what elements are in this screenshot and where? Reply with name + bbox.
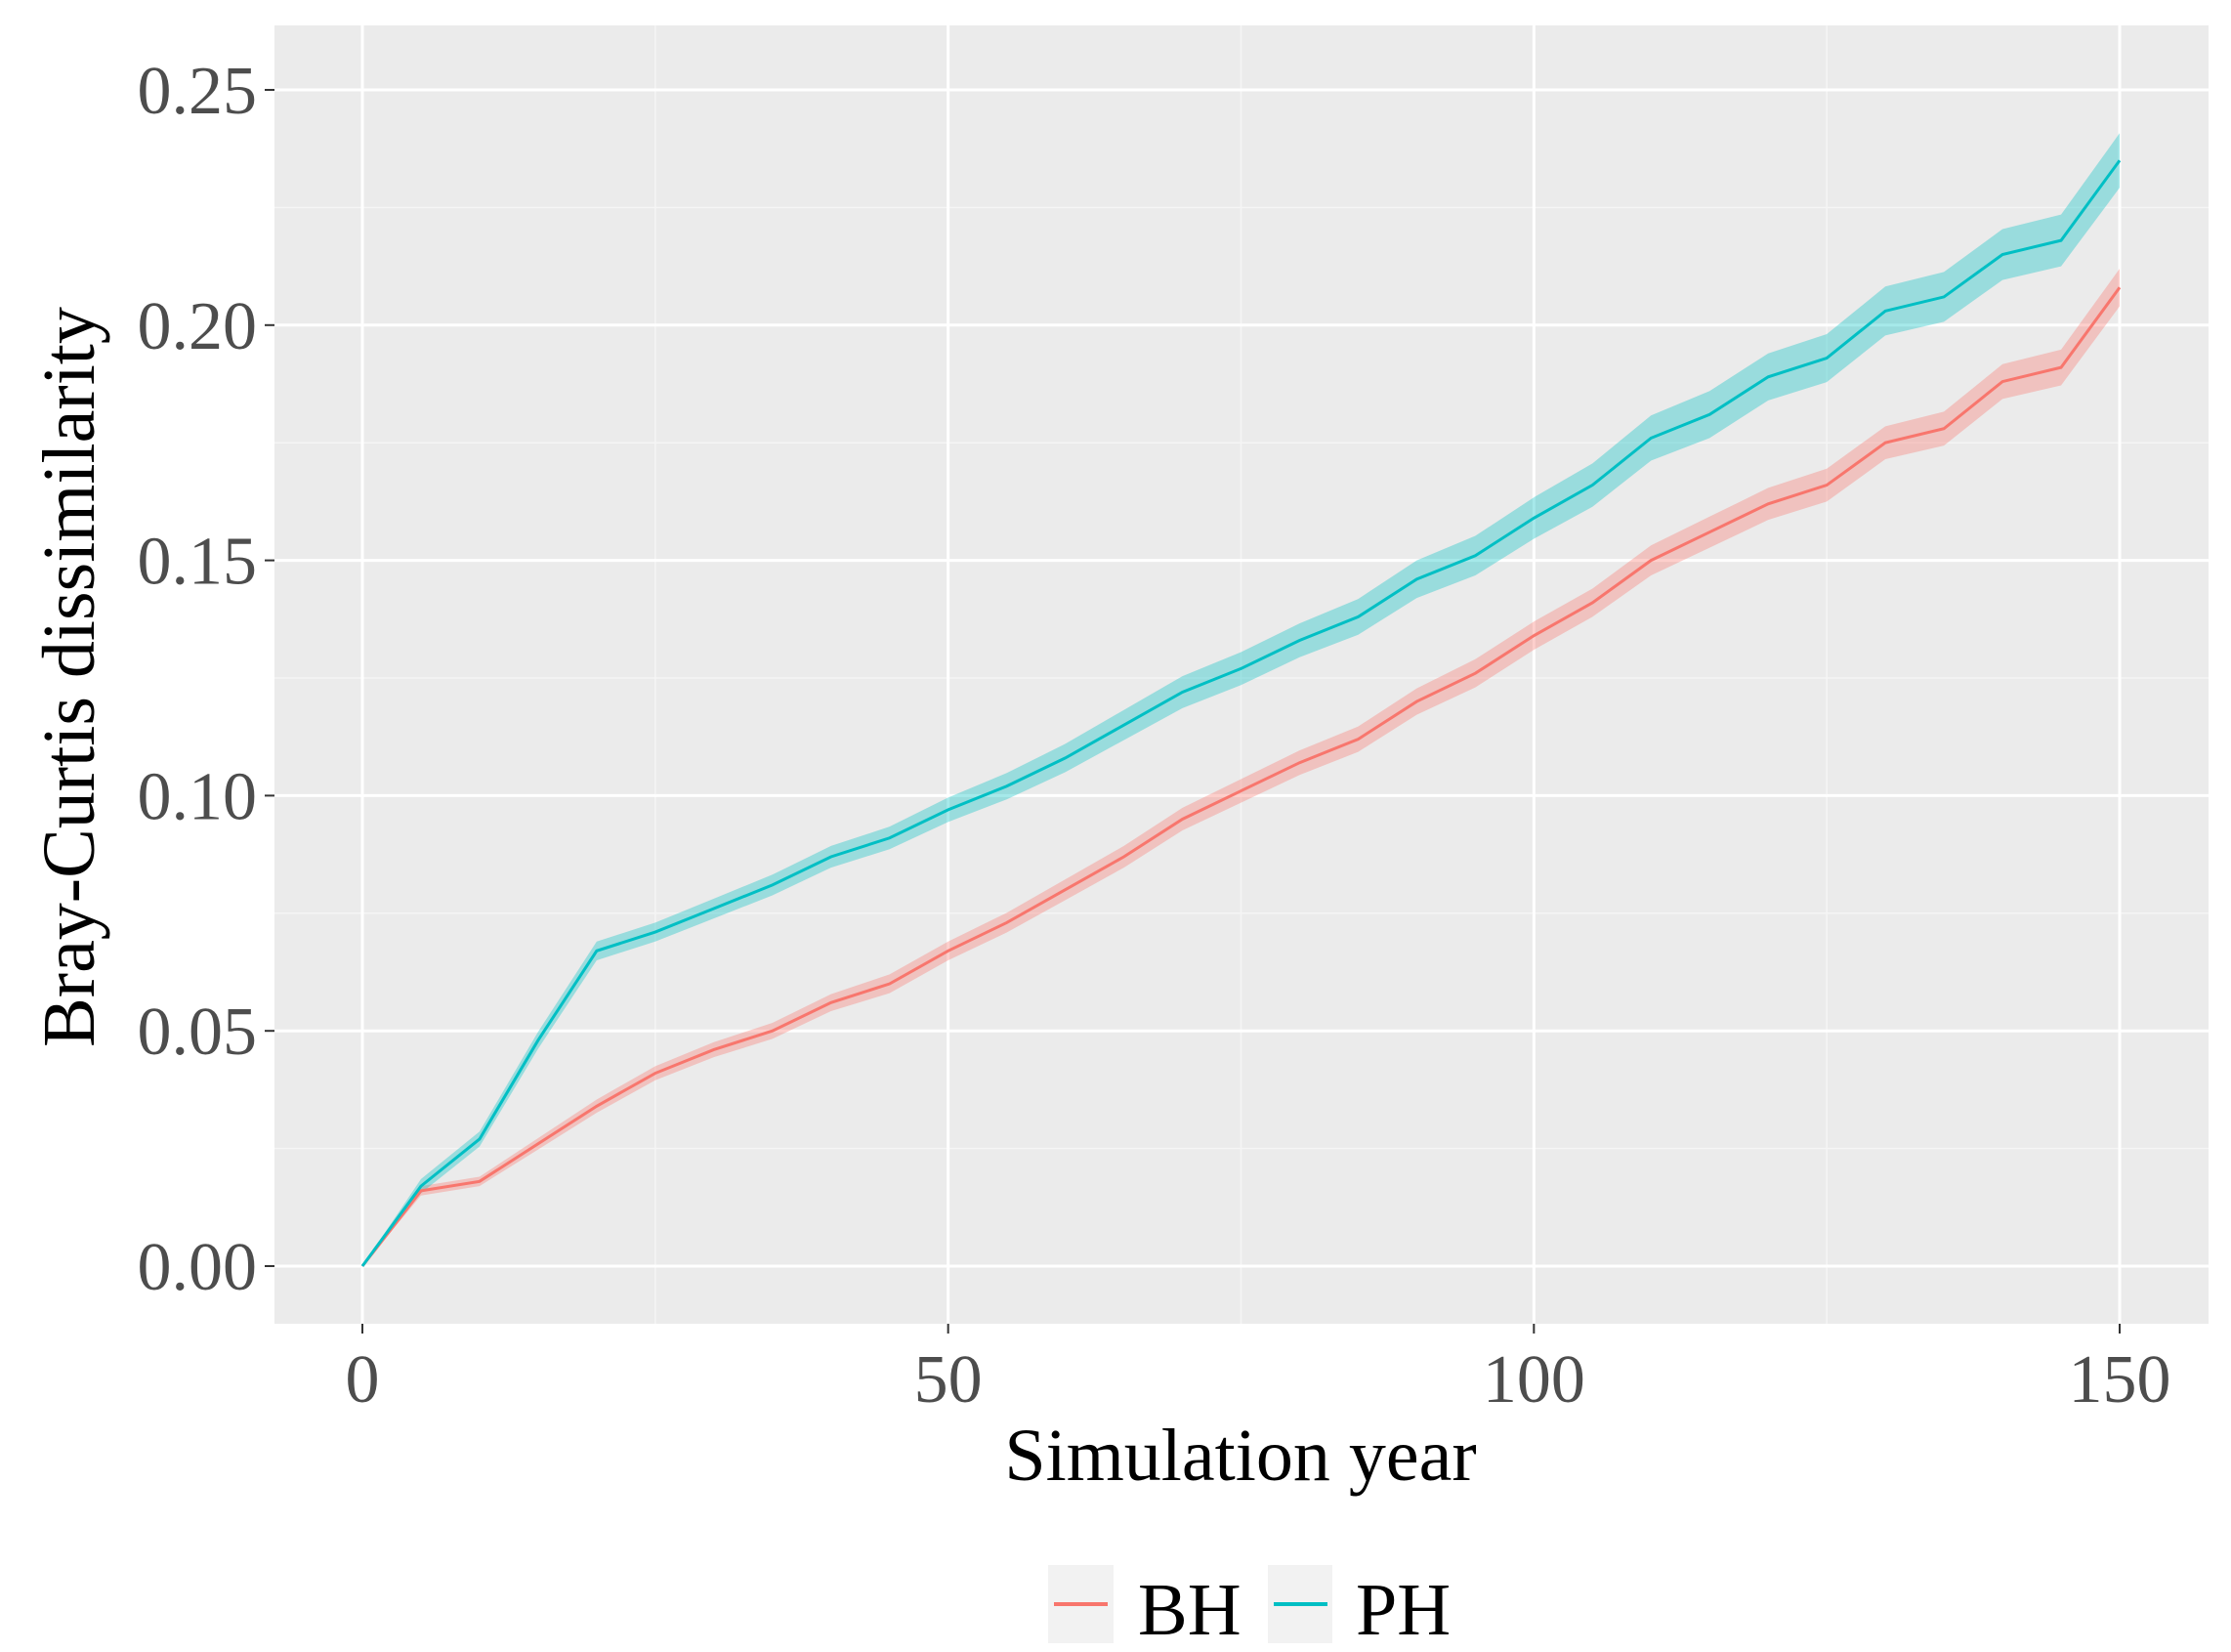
legend-label-bh: BH: [1138, 1569, 1242, 1651]
x-tick-label: 100: [1483, 1342, 1585, 1418]
x-tick-label: 50: [914, 1342, 983, 1418]
y-tick-label: 0.20: [138, 289, 258, 364]
legend-item-ph: PH: [1268, 1565, 1451, 1651]
y-tick-label: 0.10: [138, 759, 258, 834]
grid: [274, 25, 2209, 1324]
y-tick-label: 0.15: [138, 525, 258, 600]
legend: BH PH: [1048, 1565, 1451, 1651]
series-lines: [360, 159, 2122, 1267]
x-tick-label: 150: [2069, 1342, 2171, 1418]
y-tick-label: 0.05: [138, 995, 258, 1070]
x-axis: 0 50 100 150: [346, 1324, 2171, 1418]
x-axis-title: Simulation year: [1004, 1415, 1476, 1497]
legend-item-bh: BH: [1048, 1565, 1242, 1651]
confidence-band-ph: [362, 133, 2120, 1266]
x-tick-label: 0: [346, 1342, 380, 1418]
y-tick-label: 0.25: [138, 54, 258, 129]
legend-label-ph: PH: [1356, 1569, 1451, 1651]
y-tick-label: 0.00: [138, 1230, 258, 1305]
y-axis-title: Bray-Curtis dissimilarity: [28, 307, 110, 1047]
y-axis: 0.00 0.05 0.10 0.15 0.20 0.25: [138, 54, 274, 1305]
